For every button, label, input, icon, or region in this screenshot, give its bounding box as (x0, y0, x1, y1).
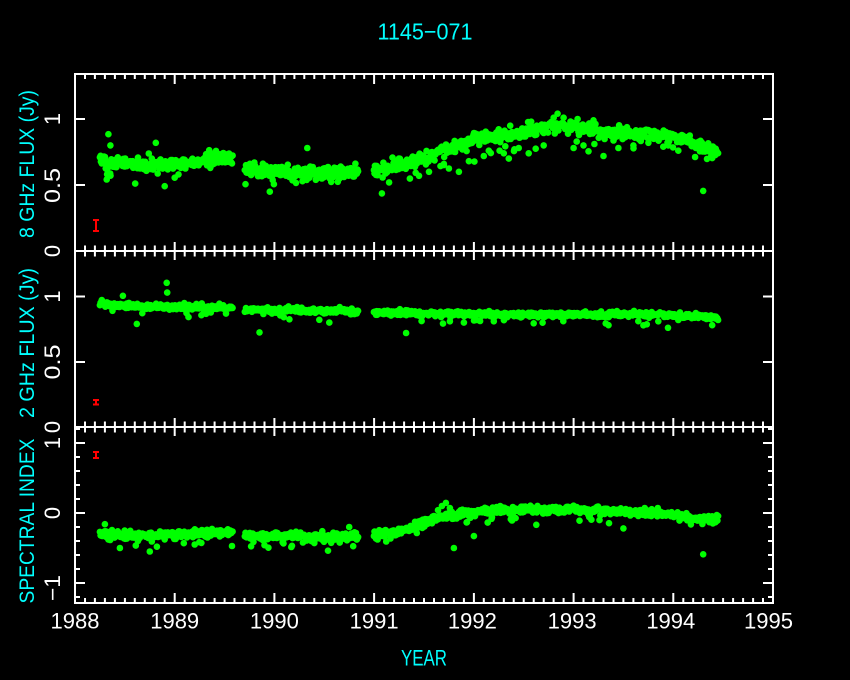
svg-text:0.5: 0.5 (40, 345, 65, 380)
svg-text:0.5: 0.5 (40, 168, 65, 203)
svg-text:1990: 1990 (250, 609, 299, 634)
svg-text:1989: 1989 (150, 609, 199, 634)
svg-text:0: 0 (40, 507, 65, 519)
svg-text:1992: 1992 (448, 609, 497, 634)
svg-text:−1: −1 (40, 575, 65, 601)
svg-text:0: 0 (40, 421, 65, 433)
svg-text:1988: 1988 (51, 609, 100, 634)
svg-text:1: 1 (40, 290, 65, 302)
svg-text:8 GHz FLUX (Jy): 8 GHz FLUX (Jy) (16, 90, 39, 238)
svg-text:2 GHz FLUX (Jy): 2 GHz FLUX (Jy) (16, 268, 39, 418)
svg-text:1995: 1995 (744, 609, 793, 634)
svg-text:0: 0 (40, 245, 65, 257)
svg-text:1: 1 (40, 113, 65, 125)
svg-text:1145−071: 1145−071 (378, 19, 473, 45)
svg-text:1: 1 (40, 437, 65, 449)
svg-text:SPECTRAL INDEX: SPECTRAL INDEX (16, 439, 39, 604)
svg-text:YEAR: YEAR (401, 646, 447, 671)
svg-text:1994: 1994 (646, 609, 695, 634)
svg-text:1993: 1993 (548, 609, 597, 634)
svg-text:1991: 1991 (350, 609, 399, 634)
